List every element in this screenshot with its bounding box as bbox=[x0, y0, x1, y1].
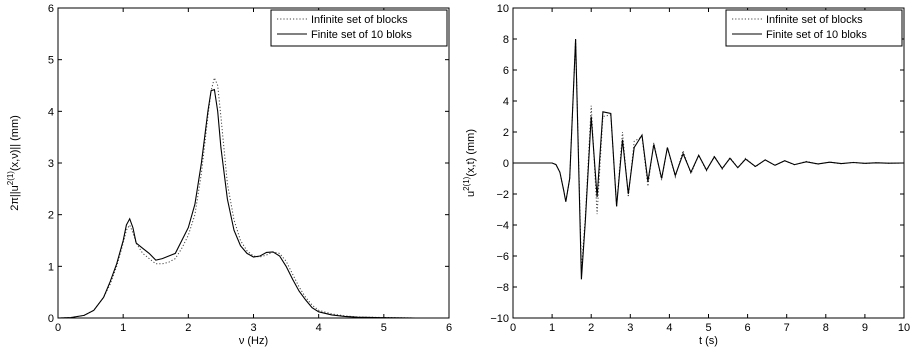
x-tick-label: 3 bbox=[250, 322, 256, 334]
legend: Infinite set of blocks Finite set of 10 b… bbox=[270, 9, 448, 47]
series-line-infinite bbox=[57, 76, 449, 319]
legend-entry: Infinite set of blocks bbox=[766, 14, 863, 26]
y-axis-label-sup: 2(1) bbox=[6, 171, 15, 186]
x-tick-label: 8 bbox=[823, 322, 829, 334]
y-axis-label-rest: (x,ν)|| (mm) bbox=[9, 115, 21, 171]
y-axis-label: u2(1)(x,t) (mm) bbox=[462, 129, 477, 197]
x-tick-label: 6 bbox=[446, 322, 452, 334]
x-tick-label: 4 bbox=[666, 322, 672, 334]
x-tick-label: 1 bbox=[120, 322, 126, 334]
y-tick-label: −8 bbox=[496, 282, 509, 294]
x-axis-label: ν (Hz) bbox=[239, 335, 268, 347]
y-tick-label: 6 bbox=[503, 65, 509, 77]
series-line-finite bbox=[513, 38, 905, 280]
x-tick-label: 10 bbox=[898, 322, 910, 334]
x-axis-label: t (s) bbox=[699, 335, 718, 347]
chart-1: 0 1 2 3 4 5 6 0 1 2 3 4 5 6 ν (Hz) 2π||u2(1)(x,ν)|| (mm… bbox=[6, 3, 452, 347]
y-axis-label-sup: 2(1) bbox=[462, 176, 471, 191]
y-tick-label: −6 bbox=[496, 251, 509, 263]
x-tick-label: 6 bbox=[745, 322, 751, 334]
x-tick-label: 5 bbox=[705, 322, 711, 334]
y-axis-label-main: 2π||u bbox=[9, 185, 21, 211]
y-tick-label: 5 bbox=[48, 55, 54, 67]
legend-box bbox=[725, 9, 903, 47]
y-tick-label: −10 bbox=[490, 313, 509, 325]
y-tick-label: 8 bbox=[503, 34, 509, 46]
y-tick-label: 2 bbox=[503, 127, 509, 139]
y-tick-label: 3 bbox=[48, 158, 54, 170]
y-tick-label: −2 bbox=[496, 189, 509, 201]
series-line-infinite bbox=[513, 38, 905, 269]
series-line-finite bbox=[57, 88, 449, 319]
x-tick-label: 0 bbox=[55, 322, 61, 334]
legend: Infinite set of blocks Finite set of 10 b… bbox=[725, 9, 903, 47]
x-tick-label: 0 bbox=[510, 322, 516, 334]
y-axis-label: 2π||u2(1)(x,ν)|| (mm) bbox=[6, 115, 21, 211]
y-axis-label-main: u bbox=[465, 191, 477, 197]
y-tick-label: 2 bbox=[48, 210, 54, 222]
y-tick-label: 4 bbox=[48, 106, 54, 118]
x-tick-label: 2 bbox=[185, 322, 191, 334]
chart-2: 0 1 2 3 4 5 6 7 8 9 10 −10 −8 −6 −4 −2 0 2 4 6 8 10 t (s) u2(1)… bbox=[462, 3, 910, 347]
x-tick-label: 4 bbox=[316, 322, 322, 334]
legend-entry: Infinite set of blocks bbox=[311, 14, 408, 26]
x-tick-label: 3 bbox=[627, 322, 633, 334]
x-tick-label: 2 bbox=[588, 322, 594, 334]
x-tick-label: 9 bbox=[862, 322, 868, 334]
x-tick-label: 1 bbox=[549, 322, 555, 334]
y-tick-label: 10 bbox=[497, 3, 509, 15]
plot-frame bbox=[57, 7, 450, 319]
y-axis-label-rest: (x,t) (mm) bbox=[465, 129, 477, 177]
legend-entry: Finite set of 10 bloks bbox=[311, 29, 412, 41]
y-tick-label: 4 bbox=[503, 96, 509, 108]
y-tick-label: −4 bbox=[496, 220, 509, 232]
legend-entry: Finite set of 10 bloks bbox=[766, 29, 867, 41]
legend-box bbox=[270, 9, 448, 47]
y-tick-label: 6 bbox=[48, 3, 54, 15]
y-tick-label: 1 bbox=[48, 261, 54, 273]
x-tick-label: 5 bbox=[381, 322, 387, 334]
y-tick-label: 0 bbox=[503, 158, 509, 170]
y-tick-label: 0 bbox=[48, 313, 54, 325]
x-tick-label: 7 bbox=[784, 322, 790, 334]
